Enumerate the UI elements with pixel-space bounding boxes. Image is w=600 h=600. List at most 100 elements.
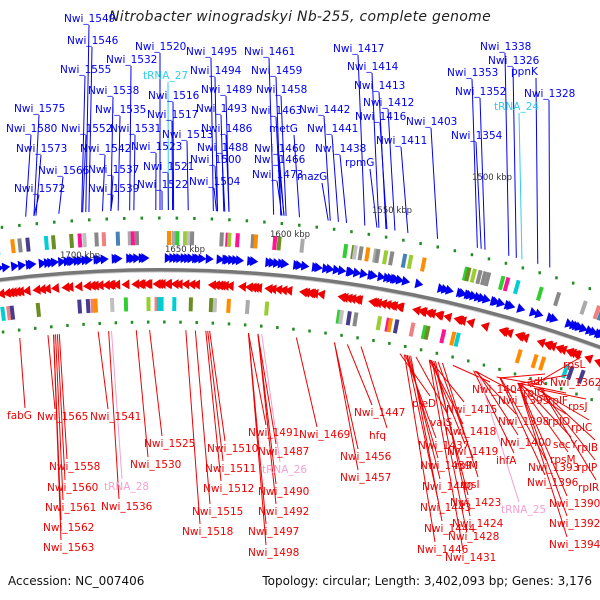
reverse-cog-bar xyxy=(530,353,539,369)
forward-gene-label: Nwi_1354 xyxy=(451,130,503,142)
reverse-gene-label: rplR xyxy=(578,482,599,494)
reverse-gene-label: Nwi_1562 xyxy=(43,522,94,534)
forward-gene-label: Nwi_1539 xyxy=(88,183,139,195)
gc-marker xyxy=(308,329,311,333)
reverse-gene-arrow xyxy=(504,328,514,339)
reverse-cog-bar xyxy=(423,325,431,341)
forward-label-leader xyxy=(479,97,486,250)
gc-marker xyxy=(590,398,593,402)
reverse-cog-bar xyxy=(338,309,345,325)
reverse-cog-bar xyxy=(146,297,151,312)
reverse-gene-label: tRNA_26 xyxy=(262,464,307,476)
forward-gene-arrow xyxy=(481,293,491,304)
forward-gene-arrow xyxy=(223,254,233,265)
reverse-gene-arrow xyxy=(480,322,490,332)
reverse-gene-arrow xyxy=(555,344,565,354)
gc-marker xyxy=(384,235,388,239)
forward-gene-label: Nwi_1486 xyxy=(201,123,253,135)
reverse-gene-label: Nwi_1440 xyxy=(422,481,473,493)
reverse-cog-bar xyxy=(35,302,42,318)
scale-mark-label: 1500 kbp xyxy=(472,173,512,183)
reverse-gene-arrow xyxy=(316,289,326,300)
reverse-gene-label: Nwi_1398 xyxy=(498,416,549,428)
reverse-gene-label: rplM xyxy=(455,460,478,472)
gc-marker xyxy=(388,341,391,345)
reverse-gene-label: rplO xyxy=(548,416,570,428)
forward-gene-arrow xyxy=(444,284,454,295)
forward-gene-label: Nwi_1516 xyxy=(148,90,200,102)
gc-marker xyxy=(470,253,474,257)
forward-gene-arrow xyxy=(68,256,77,267)
reverse-gene-label: rplF xyxy=(548,395,568,407)
forward-gene-arrow xyxy=(359,268,369,279)
reverse-gene-label: secY xyxy=(553,439,578,451)
forward-gene-arrow xyxy=(395,274,405,285)
forward-cog-bar xyxy=(272,235,278,251)
gc-marker xyxy=(193,216,196,220)
forward-gene-arrow xyxy=(38,258,47,269)
gc-marker xyxy=(298,223,301,227)
reverse-gene-arrow xyxy=(443,312,453,323)
reverse-label-leader xyxy=(541,390,596,441)
reverse-gene-arrow xyxy=(427,309,437,319)
reverse-gene-label: Nwi_1446 xyxy=(417,544,469,556)
gc-marker xyxy=(245,219,249,223)
forward-cog-bar xyxy=(101,232,107,247)
reverse-gene-label: Nwi_1536 xyxy=(101,501,153,513)
reverse-label-leader xyxy=(496,376,542,386)
forward-label-leader xyxy=(221,153,226,212)
gc-marker xyxy=(453,249,457,253)
reverse-gene-label: Nwi_1395 xyxy=(498,395,549,407)
gc-marker xyxy=(559,387,563,391)
reverse-gene-arrow xyxy=(74,281,83,292)
reverse-gene-label: Nwi_1487 xyxy=(258,446,309,458)
forward-gene-arrow xyxy=(249,256,259,267)
backbone-ring xyxy=(0,268,600,350)
forward-gene-arrow xyxy=(314,262,323,273)
forward-cog-bar xyxy=(219,232,224,247)
reverse-cog-bar xyxy=(577,369,586,385)
forward-gene-label: Nwi_1489 xyxy=(201,84,252,96)
forward-gene-label: Nwi_1500 xyxy=(190,154,241,166)
reverse-gene-label: rpsI xyxy=(460,479,480,491)
forward-gene-label: Nwi_1552 xyxy=(61,123,112,135)
reverse-gene-label: Nwi_1424 xyxy=(452,518,504,530)
forward-gene-label: Nwi_1413 xyxy=(354,80,405,92)
forward-gene-arrow xyxy=(76,255,86,266)
reverse-gene-arrow xyxy=(548,342,558,352)
reverse-gene-arrow xyxy=(573,350,583,361)
forward-gene-arrow xyxy=(129,253,138,264)
forward-gene-arrow xyxy=(187,253,196,264)
reverse-gene-label: Nwi_1560 xyxy=(47,482,98,494)
forward-gene-label: Nwi_1463 xyxy=(251,105,302,117)
forward-gene-arrow xyxy=(57,256,67,267)
forward-gene-arrow xyxy=(164,253,173,264)
forward-label-leader xyxy=(275,116,282,216)
forward-gene-label: Nwi_1549 xyxy=(64,13,115,25)
reverse-gene-label: Nwi_1444 xyxy=(424,523,476,535)
forward-label-leader xyxy=(278,165,285,216)
reverse-gene-arrow xyxy=(181,279,190,290)
reverse-cog-bar xyxy=(514,349,523,364)
forward-gene-label: Nwi_1580 xyxy=(6,123,57,135)
gc-marker xyxy=(114,321,118,325)
reverse-gene-label: tRNA_28 xyxy=(104,481,149,493)
reverse-label-leader xyxy=(517,383,568,517)
reverse-gene-arrow xyxy=(65,281,74,292)
gc-marker xyxy=(292,327,295,331)
gc-marker xyxy=(521,266,525,270)
forward-label-leader xyxy=(81,75,86,213)
forward-gene-label: tRNA_27 xyxy=(143,70,188,82)
reverse-gene-arrow xyxy=(22,285,31,296)
reverse-gene-label: adk xyxy=(527,376,547,388)
reverse-gene-arrow xyxy=(536,338,546,349)
forward-cog-bar xyxy=(189,231,195,246)
reverse-gene-arrow xyxy=(163,279,172,290)
reverse-gene-label: rplP xyxy=(577,462,597,474)
scale-mark-label: 1600 kbp xyxy=(270,230,310,240)
reverse-cog-bar xyxy=(188,297,193,312)
forward-cog-bar xyxy=(134,231,140,246)
forward-label-leader xyxy=(512,66,517,258)
reverse-gene-arrow xyxy=(191,279,201,290)
forward-gene-label: Nwi_1573 xyxy=(16,143,67,155)
